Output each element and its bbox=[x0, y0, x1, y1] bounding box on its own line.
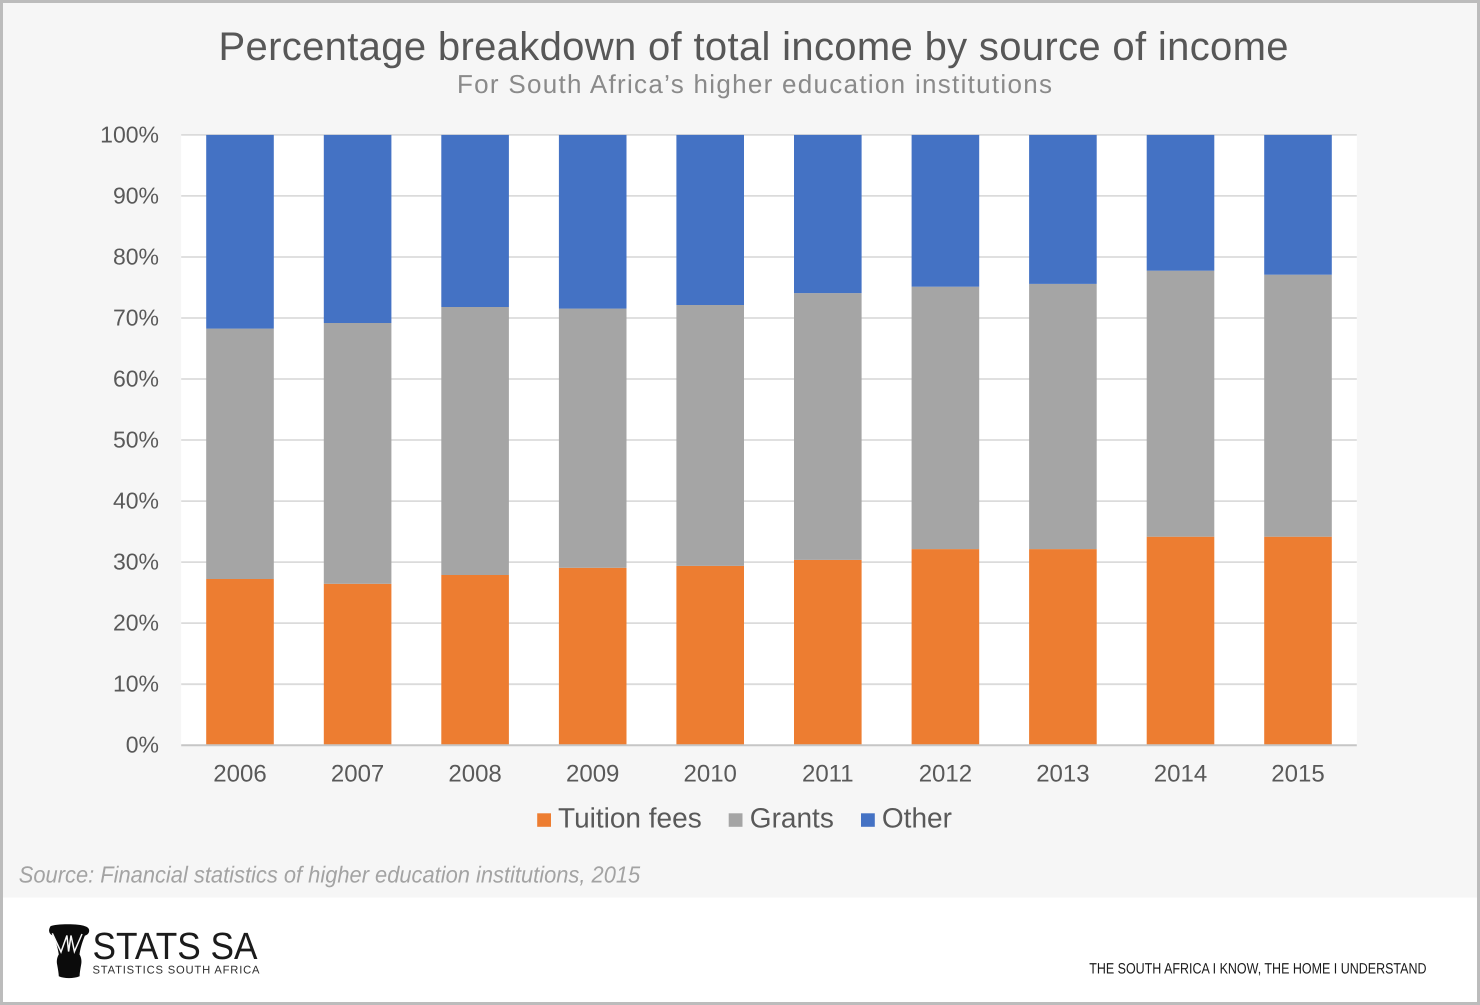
svg-text:2010: 2010 bbox=[684, 760, 737, 787]
svg-text:2014: 2014 bbox=[1154, 760, 1207, 787]
svg-text:10%: 10% bbox=[113, 671, 159, 697]
svg-text:Percentage breakdown of total: Percentage breakdown of total income by … bbox=[219, 25, 1289, 69]
svg-text:100%: 100% bbox=[100, 121, 159, 147]
svg-text:0%: 0% bbox=[126, 732, 159, 758]
svg-text:2006: 2006 bbox=[213, 760, 266, 787]
svg-text:2012: 2012 bbox=[919, 760, 972, 787]
svg-text:THE SOUTH AFRICA I KNOW, THE H: THE SOUTH AFRICA I KNOW, THE HOME I UNDE… bbox=[1089, 960, 1426, 977]
svg-text:2009: 2009 bbox=[566, 760, 619, 787]
svg-text:2013: 2013 bbox=[1036, 760, 1089, 787]
svg-text:Source: Financial statistics o: Source: Financial statistics of higher e… bbox=[19, 861, 640, 887]
svg-text:STATS SA: STATS SA bbox=[93, 926, 259, 968]
svg-text:90%: 90% bbox=[113, 182, 159, 208]
svg-text:For South Africa’s higher educ: For South Africa’s higher education inst… bbox=[457, 69, 1052, 99]
svg-text:30%: 30% bbox=[113, 549, 159, 575]
svg-text:2015: 2015 bbox=[1271, 760, 1324, 787]
svg-text:2008: 2008 bbox=[448, 760, 501, 787]
svg-text:70%: 70% bbox=[113, 305, 159, 331]
svg-text:60%: 60% bbox=[113, 366, 159, 392]
svg-text:Tuition fees: Tuition fees bbox=[558, 802, 702, 833]
svg-text:2011: 2011 bbox=[802, 760, 854, 787]
svg-text:Other: Other bbox=[882, 802, 952, 833]
svg-text:STATISTICS SOUTH AFRICA: STATISTICS SOUTH AFRICA bbox=[93, 964, 261, 976]
svg-text:40%: 40% bbox=[113, 488, 159, 514]
svg-text:20%: 20% bbox=[113, 610, 159, 636]
svg-text:50%: 50% bbox=[113, 427, 159, 453]
svg-text:2007: 2007 bbox=[331, 760, 384, 787]
svg-text:Grants: Grants bbox=[750, 802, 834, 833]
svg-text:80%: 80% bbox=[113, 244, 159, 270]
